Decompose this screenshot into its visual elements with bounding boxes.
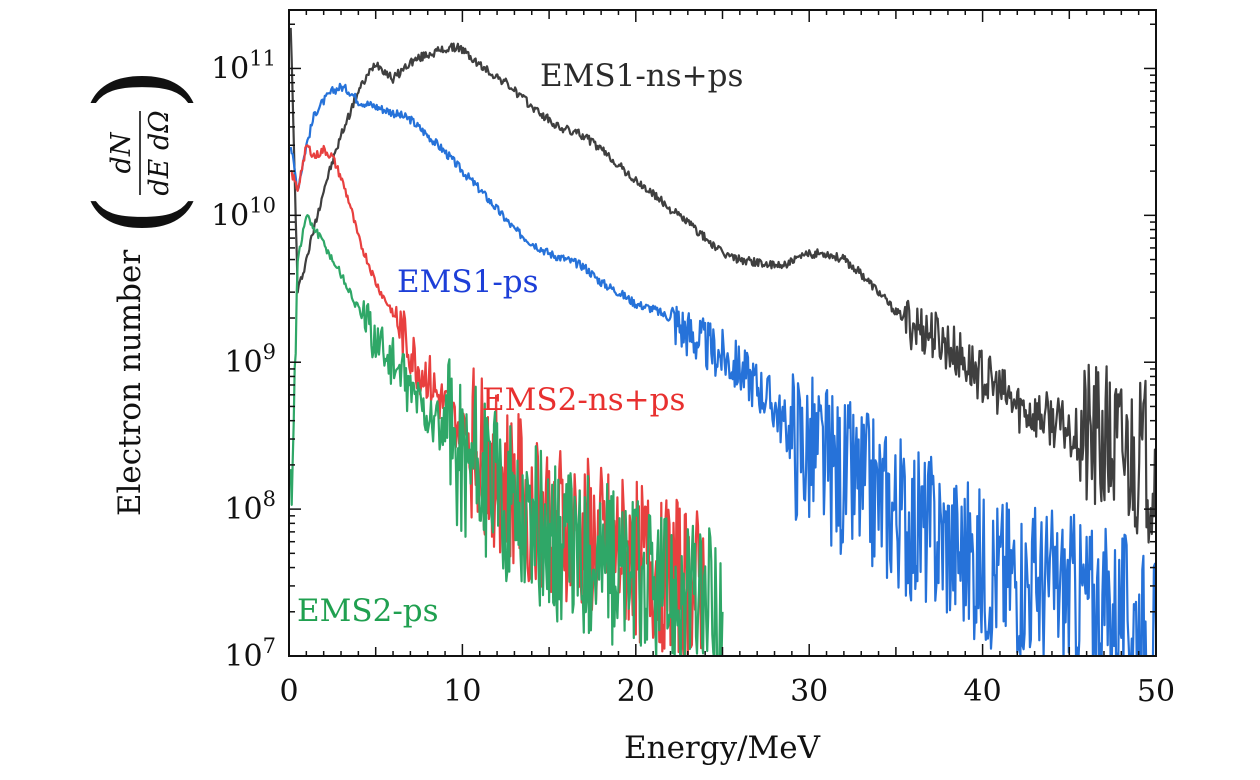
- y-axis-title-text: Electron number: [112, 250, 148, 517]
- series-label-ems1-ns-ps: EMS1-ns+ps: [540, 58, 743, 94]
- y-axis-paren-left: (: [73, 193, 203, 237]
- y-axis-fraction-numerator: dN: [106, 131, 137, 173]
- tick-layer: [288, 10, 1157, 657]
- series-line-ems1-ns-ps: [289, 27, 1156, 544]
- y-tick-label-9: 109: [224, 340, 276, 380]
- series-line-ems2-ns-ps: [290, 144, 707, 656]
- y-tick-label-7: 107: [224, 634, 276, 674]
- y-tick-label-10: 1010: [211, 193, 276, 233]
- x-tick-label-0: 0: [279, 674, 298, 709]
- y-tick-labels: 1011 1010 109 108 107: [211, 46, 276, 674]
- y-tick-label-8: 108: [224, 487, 276, 527]
- y-tick-label-11: 1011: [211, 46, 276, 86]
- x-tick-label-20: 20: [617, 674, 655, 709]
- series-line-ems2-ps: [289, 214, 724, 656]
- x-axis-title: Energy/MeV: [624, 730, 821, 766]
- x-tick-label-40: 40: [964, 674, 1002, 709]
- x-tick-label-10: 10: [443, 674, 481, 709]
- series-layer: [289, 27, 1156, 656]
- y-axis-paren-right: ): [73, 67, 203, 111]
- series-label-ems1-ps: EMS1-ps: [397, 264, 539, 300]
- x-tick-labels: 0 10 20 30 40 50: [279, 674, 1175, 709]
- series-label-ems2-ps: EMS2-ps: [297, 593, 439, 629]
- y-axis-fraction-denominator: dE dΩ: [144, 110, 175, 195]
- x-tick-label-30: 30: [790, 674, 828, 709]
- x-tick-label-50: 50: [1137, 674, 1175, 709]
- series-line-ems1-ps: [289, 82, 1156, 656]
- y-axis-title: Electron number ( dN dE dΩ ): [73, 67, 203, 516]
- series-label-ems2-ns-ps: EMS2-ns+ps: [482, 382, 685, 418]
